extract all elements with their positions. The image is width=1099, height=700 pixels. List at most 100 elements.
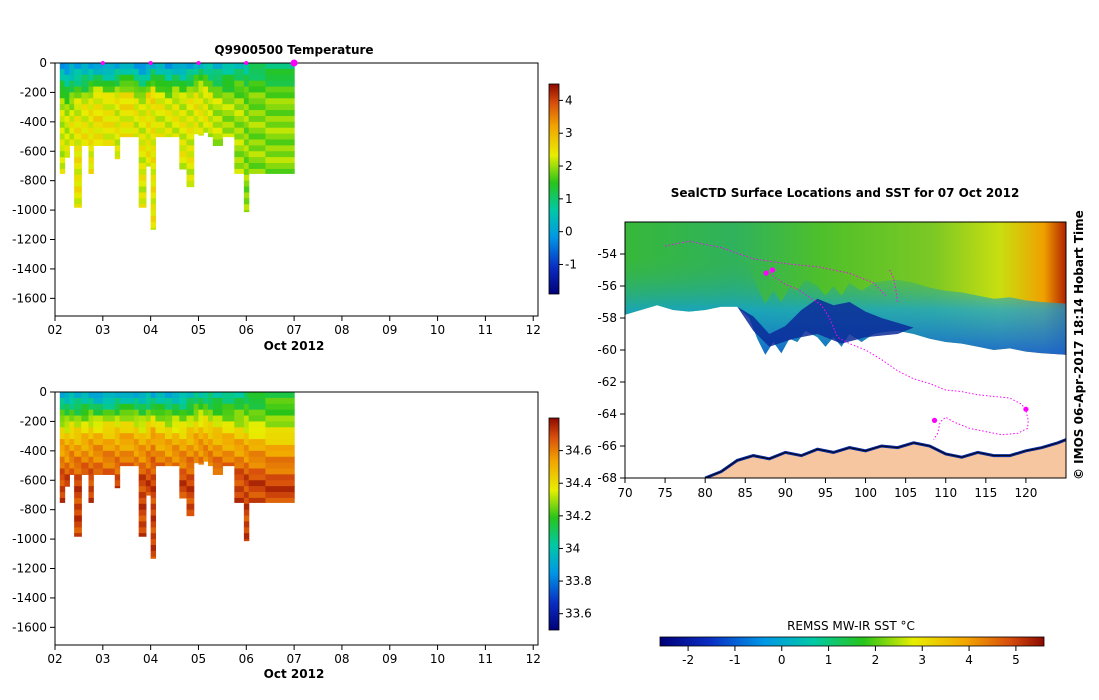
- section-cell: [265, 444, 295, 452]
- section-cell: [164, 80, 173, 88]
- lat-tick-label: -54: [597, 247, 617, 261]
- section-cell: [81, 409, 90, 417]
- y-tick-label: -600: [20, 144, 47, 158]
- section-cell: [138, 533, 147, 537]
- surface-marker: [148, 61, 153, 65]
- section-cell: [138, 68, 147, 76]
- section-cell: [265, 151, 295, 158]
- section-cell: [114, 439, 121, 446]
- section-cell: [193, 439, 200, 446]
- section-cell: [74, 157, 82, 164]
- section-cell: [64, 480, 70, 487]
- section-cell: [203, 68, 209, 76]
- section-cell: [93, 115, 104, 123]
- section-cell: [88, 450, 94, 458]
- section-cell: [145, 433, 152, 440]
- section-cell: [198, 68, 204, 76]
- section-cell: [265, 121, 295, 129]
- section-cell: [81, 403, 90, 411]
- section-cell: [248, 157, 267, 164]
- section-cell: [222, 98, 235, 105]
- section-cell: [145, 439, 152, 446]
- section-cell: [93, 439, 104, 446]
- section-cell: [59, 486, 66, 493]
- section-cell: [102, 421, 116, 428]
- section-cell: [145, 486, 152, 493]
- section-cell: [102, 74, 116, 82]
- section-cell: [222, 63, 235, 70]
- temperature-y-axis: 0 -200 -400 -600 -800 -1000 -1200 -1400 -1600: [12, 56, 55, 305]
- section-cell: [93, 409, 104, 417]
- section-cell: [114, 462, 121, 470]
- section-cell: [208, 427, 214, 434]
- section-cell: [81, 462, 90, 470]
- section-cell: [102, 86, 116, 94]
- section-cell: [93, 427, 104, 434]
- section-cell: [186, 509, 195, 517]
- section-cell: [193, 74, 200, 82]
- section-cell: [150, 174, 157, 182]
- section-cell: [198, 80, 204, 88]
- section-cell: [208, 456, 214, 464]
- section-cell: [222, 397, 235, 405]
- section-cell: [138, 157, 147, 164]
- section-cell: [64, 86, 70, 94]
- section-cell: [150, 210, 157, 217]
- section-cell: [138, 74, 147, 82]
- section-cell: [248, 115, 267, 123]
- lon-tick-label: 80: [698, 486, 713, 500]
- section-cell: [145, 157, 152, 164]
- section-cell: [222, 127, 235, 135]
- section-cell: [212, 439, 223, 446]
- section-cell: [248, 468, 267, 475]
- section-cell: [179, 139, 188, 146]
- section-cell: [114, 397, 121, 405]
- section-cell: [69, 397, 75, 405]
- section-cell: [203, 104, 209, 111]
- section-cell: [203, 63, 209, 70]
- section-cell: [59, 68, 66, 76]
- section-cell: [248, 145, 267, 152]
- temperature-section-panel: Q9900500 Temperature 02 03 04 05 06 07 08 09 10 1…: [12, 43, 577, 353]
- section-cell: [172, 427, 180, 434]
- section-cell: [193, 121, 200, 129]
- section-cell: [145, 104, 152, 111]
- sst-colorbar-tick-label: 4: [965, 653, 973, 667]
- sst-colorbar-label: REMSS MW-IR SST °C: [787, 619, 915, 633]
- section-cell: [81, 74, 90, 82]
- section-cell: [150, 474, 157, 481]
- section-cell: [69, 133, 75, 141]
- x-tick-label: 02: [47, 652, 62, 666]
- section-cell: [150, 550, 157, 558]
- section-cell: [102, 468, 116, 475]
- section-cell: [243, 439, 250, 446]
- temperature-colorbar: [548, 83, 560, 295]
- section-cell: [248, 151, 267, 158]
- section-cell: [193, 397, 200, 405]
- section-cell: [193, 409, 200, 417]
- section-cell: [243, 497, 250, 505]
- section-cell: [155, 63, 166, 70]
- section-cell: [145, 110, 152, 117]
- section-cell: [64, 403, 70, 411]
- x-tick-label: 02: [47, 323, 62, 337]
- section-cell: [138, 474, 147, 481]
- seal-surface-position: [931, 417, 938, 423]
- section-cell: [145, 427, 152, 434]
- surface-time-markers: [100, 59, 298, 67]
- section-cell: [198, 110, 204, 117]
- section-cell: [138, 163, 147, 170]
- section-cell: [145, 145, 152, 152]
- section-cell: [133, 63, 140, 70]
- section-cell: [208, 115, 214, 123]
- section-cell: [155, 98, 166, 105]
- section-cell: [155, 121, 166, 129]
- section-cell: [198, 415, 204, 423]
- x-tick-label: 11: [478, 323, 493, 337]
- section-cell: [212, 110, 223, 117]
- section-cell: [81, 115, 90, 123]
- section-cell: [138, 192, 147, 199]
- section-cell: [179, 474, 188, 481]
- section-cell: [248, 462, 267, 470]
- section-cell: [212, 415, 223, 423]
